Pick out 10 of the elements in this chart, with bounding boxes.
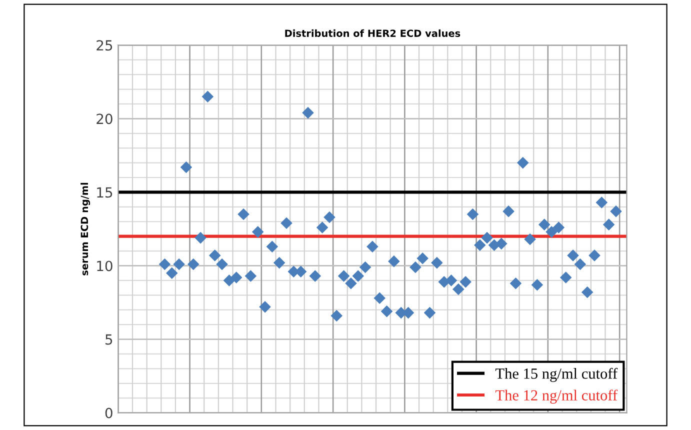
chart-title: Distribution of HER2 ECD values: [285, 29, 460, 37]
y-tick-label: 10: [97, 260, 112, 272]
y-tick-label: 5: [106, 334, 112, 345]
y-tick-label: 20: [96, 114, 112, 124]
legend-label: The 12 ng/ml cutoff: [496, 390, 618, 404]
legend-label: The 15 ng/ml cutoff: [496, 368, 618, 382]
y-tick-label: 25: [96, 40, 112, 51]
y-axis-title: serum ECD ng/ml: [80, 182, 90, 276]
y-tick-label: 15: [97, 187, 112, 198]
y-tick-label: 0: [105, 408, 112, 418]
